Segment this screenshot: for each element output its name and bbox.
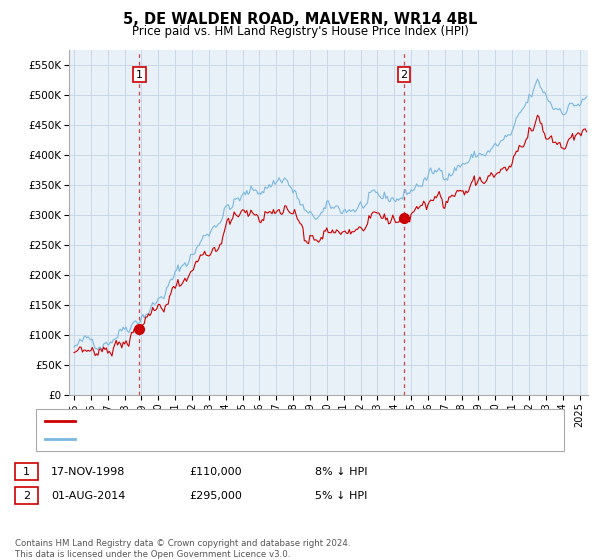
Text: 5% ↓ HPI: 5% ↓ HPI [315,491,367,501]
Text: 17-NOV-1998: 17-NOV-1998 [51,466,125,477]
Text: 01-AUG-2014: 01-AUG-2014 [51,491,125,501]
Text: 2: 2 [400,69,407,80]
Text: 2: 2 [23,491,30,501]
Text: 8% ↓ HPI: 8% ↓ HPI [315,466,367,477]
Text: 5, DE WALDEN ROAD, MALVERN, WR14 4BL (detached house): 5, DE WALDEN ROAD, MALVERN, WR14 4BL (de… [84,416,404,426]
Text: Price paid vs. HM Land Registry's House Price Index (HPI): Price paid vs. HM Land Registry's House … [131,25,469,38]
Text: 1: 1 [136,69,143,80]
Text: 1: 1 [23,466,30,477]
Text: HPI: Average price, detached house, Malvern Hills: HPI: Average price, detached house, Malv… [84,434,344,444]
Text: Contains HM Land Registry data © Crown copyright and database right 2024.
This d: Contains HM Land Registry data © Crown c… [15,539,350,559]
Text: £110,000: £110,000 [189,466,242,477]
Text: £295,000: £295,000 [189,491,242,501]
Text: 5, DE WALDEN ROAD, MALVERN, WR14 4BL: 5, DE WALDEN ROAD, MALVERN, WR14 4BL [123,12,477,27]
